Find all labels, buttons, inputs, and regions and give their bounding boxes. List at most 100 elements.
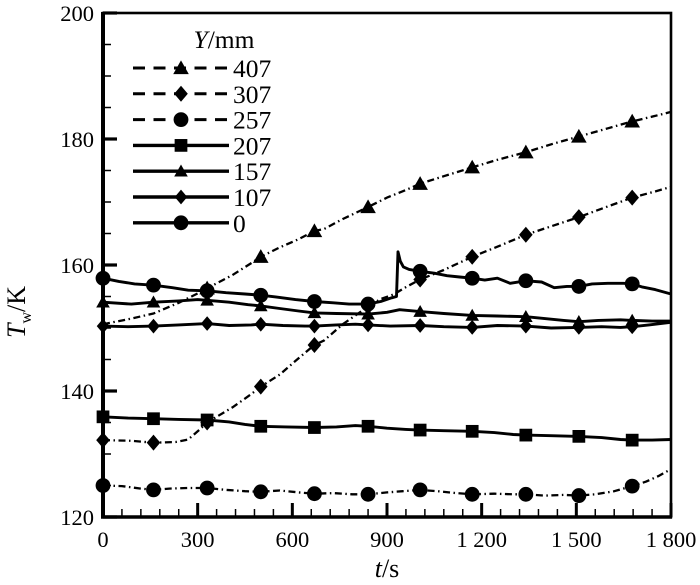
data-marker-circle xyxy=(518,273,534,289)
data-marker-circle xyxy=(95,478,111,493)
data-marker-square xyxy=(465,424,479,438)
data-marker-triangle xyxy=(571,128,587,143)
data-marker-diamond xyxy=(465,248,480,265)
legend-entry-257: 257 xyxy=(133,106,272,135)
data-marker-triangle xyxy=(361,307,375,320)
series-line xyxy=(102,415,672,442)
data-marker-triangle xyxy=(413,304,427,317)
legend-entry-307: 307 xyxy=(133,80,272,109)
plot-border xyxy=(101,11,673,519)
legend-entry-157: 157 xyxy=(133,157,272,186)
y-tick-label: 160 xyxy=(60,253,94,278)
legend-label: 257 xyxy=(233,106,272,135)
data-marker-circle xyxy=(146,277,161,293)
data-marker-triangle xyxy=(624,113,640,128)
axis-titles: t/s Tw/K xyxy=(2,286,399,583)
data-marker-diamond xyxy=(307,337,322,354)
data-marker-square xyxy=(174,139,188,152)
axes xyxy=(101,11,673,519)
data-marker-diamond xyxy=(361,317,375,333)
legend-label: 407 xyxy=(233,54,272,83)
data-marker-triangle xyxy=(306,223,323,238)
x-tick-label: 0 xyxy=(97,527,108,552)
data-marker-diamond xyxy=(413,318,427,333)
y-axis-title: Tw/K xyxy=(2,286,35,338)
x-axis-title: t/s xyxy=(375,554,400,583)
x-tick-label: 900 xyxy=(370,527,404,552)
data-marker-circle xyxy=(464,270,480,286)
data-marker-diamond xyxy=(96,432,110,449)
data-marker-triangle xyxy=(253,299,268,312)
data-marker-circle xyxy=(412,482,428,498)
data-marker-square xyxy=(625,433,639,447)
data-marker-square xyxy=(200,413,214,427)
data-marker-diamond xyxy=(174,85,188,102)
data-marker-diamond xyxy=(96,318,110,334)
data-marker-triangle xyxy=(464,159,480,174)
x-tick-label: 600 xyxy=(275,527,309,552)
data-marker-circle xyxy=(307,486,322,502)
y-tick-label: 120 xyxy=(60,505,94,530)
data-marker-triangle xyxy=(412,176,428,190)
data-marker-circle xyxy=(173,112,189,127)
data-marker-triangle xyxy=(200,293,214,306)
data-marker-diamond xyxy=(572,320,586,335)
data-marker-square xyxy=(519,428,533,442)
data-marker-triangle xyxy=(96,295,110,308)
series-207 xyxy=(96,410,672,447)
data-marker-diamond xyxy=(625,319,639,335)
data-marker-triangle xyxy=(518,144,534,159)
data-marker-diamond xyxy=(146,434,161,451)
data-marker-triangle xyxy=(519,309,533,322)
data-marker-circle xyxy=(95,270,111,286)
series-257 xyxy=(95,468,672,503)
data-marker-square xyxy=(254,419,268,433)
data-marker-circle xyxy=(624,478,640,494)
x-tick-label: 1 200 xyxy=(456,527,507,552)
data-marker-diamond xyxy=(253,378,268,395)
series-line xyxy=(102,185,672,444)
data-marker-diamond xyxy=(200,316,214,331)
legend-entry-407: 407 xyxy=(133,54,272,83)
data-marker-triangle xyxy=(173,60,189,75)
data-marker-diamond xyxy=(174,189,188,205)
x-tick-label: 300 xyxy=(181,527,215,552)
data-marker-triangle xyxy=(465,308,479,321)
y-tick-label: 140 xyxy=(60,379,94,404)
y-tick-label: 200 xyxy=(60,1,94,26)
data-marker-diamond xyxy=(625,189,639,206)
data-marker-triangle xyxy=(146,295,161,308)
series-line xyxy=(102,298,671,324)
legend-entry-207: 207 xyxy=(133,131,272,160)
legend-label: 0 xyxy=(233,209,246,238)
legend-label: 207 xyxy=(233,131,272,160)
data-marker-circle xyxy=(253,484,269,500)
data-marker-diamond xyxy=(572,209,586,226)
series-0 xyxy=(95,250,672,312)
data-marker-circle xyxy=(360,486,376,502)
data-marker-diamond xyxy=(465,320,479,335)
legend-title: Y/mm xyxy=(194,25,255,54)
data-marker-circle xyxy=(571,279,587,294)
series-line xyxy=(102,110,672,326)
data-marker-diamond xyxy=(147,318,160,334)
data-marker-circle xyxy=(464,486,480,502)
data-marker-circle xyxy=(624,276,640,292)
legend-label: 307 xyxy=(233,80,272,109)
data-marker-circle xyxy=(199,283,215,299)
data-marker-circle xyxy=(146,482,161,498)
series-line xyxy=(102,468,672,497)
data-marker-triangle xyxy=(252,249,269,263)
data-marker-square xyxy=(413,423,427,437)
data-marker-circle xyxy=(173,215,189,231)
data-marker-circle xyxy=(307,294,322,309)
data-marker-circle xyxy=(571,488,587,503)
data-marker-circle xyxy=(199,480,215,496)
x-tick-label: 1 500 xyxy=(551,527,602,552)
data-marker-circle xyxy=(360,296,376,312)
data-marker-triangle xyxy=(360,199,376,214)
data-marker-square xyxy=(147,412,160,426)
data-marker-diamond xyxy=(519,318,533,334)
series-line xyxy=(102,320,672,330)
